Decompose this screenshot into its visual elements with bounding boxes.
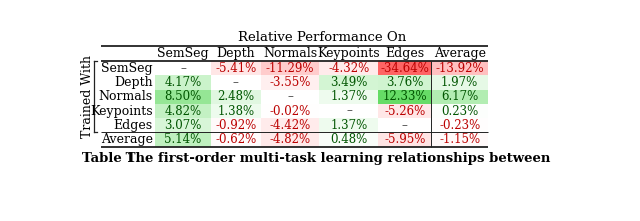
Text: -11.29%: -11.29% [266, 62, 314, 75]
Text: 3.49%: 3.49% [330, 76, 367, 89]
Bar [378, 104, 431, 118]
Bar [431, 118, 488, 132]
Bar [260, 75, 319, 90]
Text: -1.15%: -1.15% [439, 133, 480, 146]
Text: –: – [346, 105, 352, 118]
Text: SemSeg: SemSeg [101, 62, 153, 75]
Text: -4.82%: -4.82% [269, 133, 310, 146]
Bar [431, 75, 488, 90]
Bar [378, 90, 431, 104]
Bar [319, 132, 378, 147]
Text: Normals: Normals [263, 47, 317, 60]
Text: The first-order multi-task learning relationships between: The first-order multi-task learning rela… [121, 152, 550, 165]
Text: Average: Average [101, 133, 153, 146]
Text: -34.64%: -34.64% [380, 62, 429, 75]
Text: 12.33%: 12.33% [383, 90, 427, 103]
Text: –: – [402, 119, 408, 132]
Bar [211, 61, 260, 75]
Text: 2.48%: 2.48% [217, 90, 254, 103]
Bar [378, 75, 431, 90]
Text: -0.62%: -0.62% [215, 133, 257, 146]
Text: 1.97%: 1.97% [441, 76, 478, 89]
Bar [260, 90, 319, 104]
Text: Depth: Depth [216, 47, 255, 60]
Text: Relative Performance On: Relative Performance On [237, 31, 406, 44]
Text: 4.17%: 4.17% [164, 76, 202, 89]
Bar [260, 132, 319, 147]
Bar [155, 104, 211, 118]
Bar [211, 90, 260, 104]
Text: -4.42%: -4.42% [269, 119, 310, 132]
Text: –: – [233, 76, 239, 89]
Text: Keypoints: Keypoints [90, 105, 153, 118]
Bar [319, 75, 378, 90]
Bar [155, 90, 211, 104]
Text: Edges: Edges [385, 47, 424, 60]
Text: 5.14%: 5.14% [164, 133, 202, 146]
Text: 8.50%: 8.50% [164, 90, 202, 103]
Text: 6.17%: 6.17% [441, 90, 478, 103]
Text: Table 1.: Table 1. [83, 152, 141, 165]
Bar [260, 61, 319, 75]
Text: 1.37%: 1.37% [330, 119, 367, 132]
Bar [260, 104, 319, 118]
Bar [260, 118, 319, 132]
Text: -13.92%: -13.92% [435, 62, 484, 75]
Text: –: – [180, 62, 186, 75]
Text: –: – [287, 90, 293, 103]
Bar [319, 104, 378, 118]
Bar [155, 75, 211, 90]
Bar [378, 61, 431, 75]
Bar [211, 75, 260, 90]
Text: -4.32%: -4.32% [328, 62, 369, 75]
Bar [155, 118, 211, 132]
Text: Edges: Edges [114, 119, 153, 132]
Bar [378, 132, 431, 147]
Text: SemSeg: SemSeg [157, 47, 209, 60]
Text: Keypoints: Keypoints [317, 47, 380, 60]
Bar [211, 132, 260, 147]
Text: -5.41%: -5.41% [215, 62, 257, 75]
Text: -0.92%: -0.92% [215, 119, 257, 132]
Text: 4.82%: 4.82% [164, 105, 202, 118]
Bar [431, 61, 488, 75]
Bar [431, 104, 488, 118]
Text: Trained With: Trained With [81, 55, 94, 138]
Bar [211, 104, 260, 118]
Bar [319, 61, 378, 75]
Text: -3.55%: -3.55% [269, 76, 310, 89]
Text: 1.38%: 1.38% [217, 105, 254, 118]
Text: -0.02%: -0.02% [269, 105, 310, 118]
Text: 3.76%: 3.76% [386, 76, 424, 89]
Bar [211, 118, 260, 132]
Text: -5.26%: -5.26% [384, 105, 426, 118]
Text: 3.07%: 3.07% [164, 119, 202, 132]
Text: Average: Average [434, 47, 486, 60]
Text: 0.48%: 0.48% [330, 133, 367, 146]
Bar [319, 118, 378, 132]
Text: -5.95%: -5.95% [384, 133, 426, 146]
Text: Depth: Depth [114, 76, 153, 89]
Bar [319, 90, 378, 104]
Text: 1.37%: 1.37% [330, 90, 367, 103]
Bar [431, 132, 488, 147]
Bar [155, 61, 211, 75]
Text: Normals: Normals [99, 90, 153, 103]
Bar [155, 132, 211, 147]
Text: 0.23%: 0.23% [441, 105, 478, 118]
Bar [378, 118, 431, 132]
Text: -0.23%: -0.23% [439, 119, 481, 132]
Bar [431, 90, 488, 104]
